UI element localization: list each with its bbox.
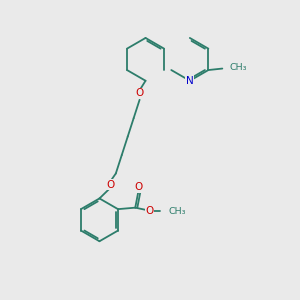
- Text: O: O: [135, 182, 143, 192]
- Text: O: O: [136, 88, 144, 98]
- Text: O: O: [106, 180, 115, 190]
- Text: CH₃: CH₃: [229, 63, 247, 72]
- Text: N: N: [186, 76, 194, 86]
- Text: CH₃: CH₃: [168, 207, 186, 216]
- Text: O: O: [146, 206, 154, 216]
